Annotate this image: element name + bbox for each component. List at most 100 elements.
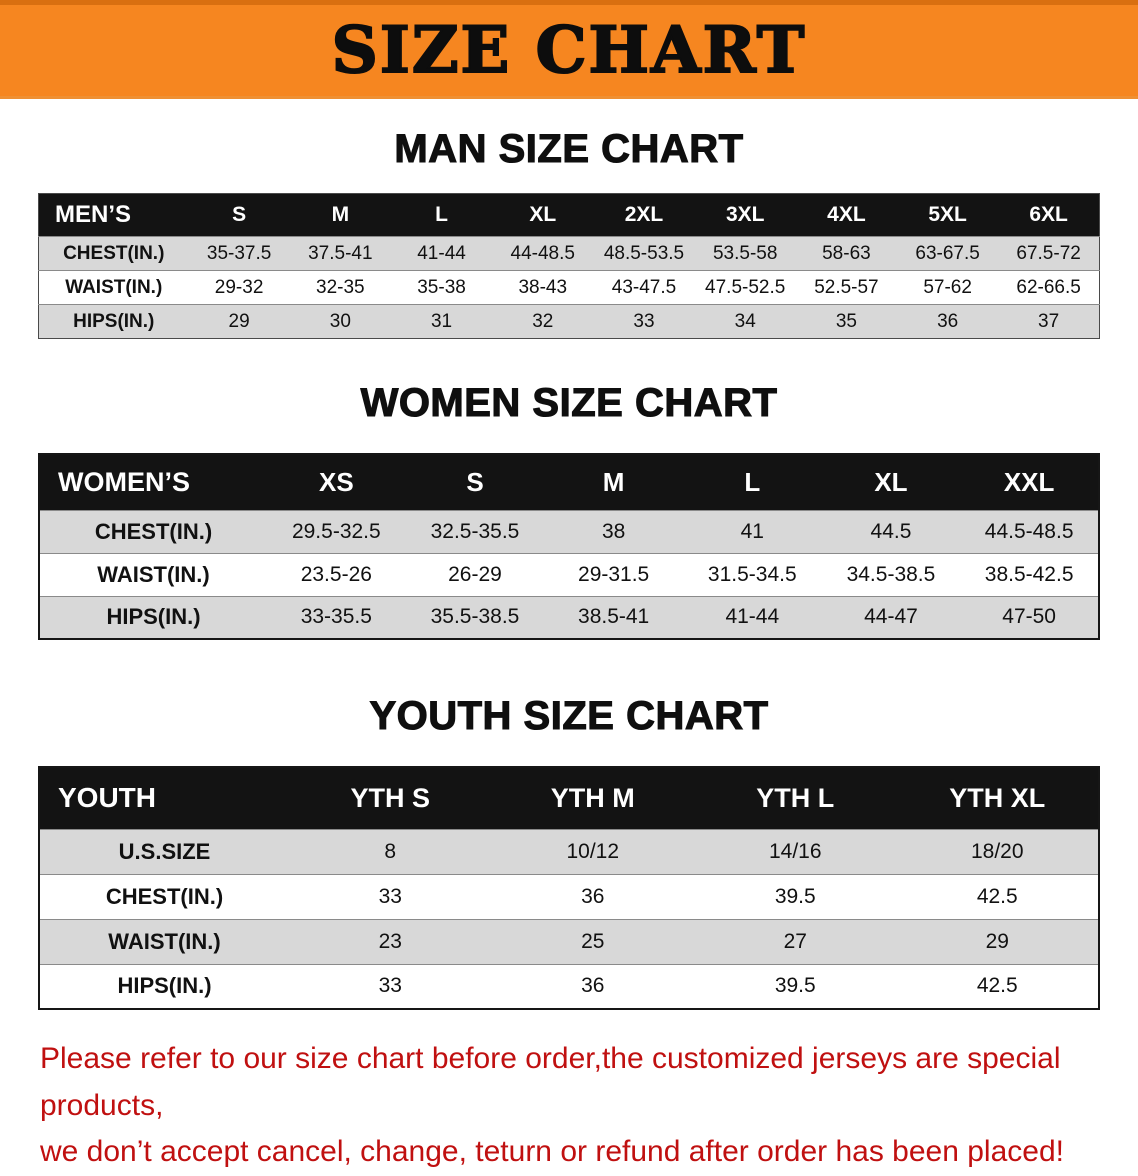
value-cell: 43-47.5 — [593, 270, 695, 305]
size-header-cell: XL — [529, 203, 557, 226]
row-label: CHEST(IN.) — [39, 509, 267, 553]
value-cell: 41-44 — [390, 236, 493, 271]
women-section-heading: WOMEN SIZE CHART — [360, 381, 778, 425]
table-row: HIPS(IN.) 33-35.5 35.5-38.5 38.5-41 41-44 44-… — [39, 595, 1099, 639]
size-chart-banner: SIZE CHART — [0, 0, 1138, 99]
value-cell: 32-35 — [289, 270, 391, 305]
value-cell: 42.5 — [896, 873, 1099, 919]
table-row: U.S.SIZE 8 10/12 14/16 18/20 — [39, 828, 1099, 874]
row-label: CHEST(IN.) — [39, 873, 289, 919]
value-cell: 33 — [289, 963, 492, 1009]
value-cell: 18/20 — [896, 828, 1099, 874]
value-cell: 58-63 — [795, 236, 898, 271]
value-cell: 23.5-26 — [267, 552, 406, 596]
value-cell: 37 — [998, 304, 1100, 339]
value-cell: 37.5-41 — [289, 236, 391, 271]
value-cell: 25 — [491, 918, 694, 964]
men-section-heading: MAN SIZE CHART — [394, 127, 744, 171]
table-title-cell: YOUTH — [58, 782, 156, 814]
value-cell: 31.5-34.5 — [682, 552, 822, 596]
value-cell: 41 — [682, 509, 822, 553]
value-cell: 29 — [188, 304, 290, 339]
row-label: U.S.SIZE — [39, 828, 289, 874]
size-header-cell: YTH XL — [949, 782, 1046, 813]
table-row: CHEST(IN.) 29.5-32.5 32.5-35.5 38 41 44.5 44.5… — [39, 509, 1099, 553]
men-size-table: MEN’S S M L XL 2XL 3XL 4XL 5XL 6XL CHEST(IN.) 35-37… — [38, 193, 1100, 339]
value-cell: 47-50 — [960, 595, 1099, 639]
value-cell: 32 — [492, 304, 594, 339]
value-cell: 33 — [289, 873, 492, 919]
table-row: HIPS(IN.) 29 30 31 32 33 34 35 36 37 — [38, 304, 1100, 339]
value-cell: 26-29 — [405, 552, 545, 596]
value-cell: 10/12 — [491, 828, 694, 874]
section-men: MAN SIZE CHART MEN’S S M L XL 2XL 3XL 4XL 5XL 6XL… — [0, 127, 1138, 339]
value-cell: 23 — [289, 918, 492, 964]
value-cell: 39.5 — [694, 873, 897, 919]
size-header-cell: L — [744, 466, 761, 497]
value-cell: 31 — [390, 304, 493, 339]
size-header-cell: M — [602, 466, 625, 497]
value-cell: 35-37.5 — [188, 236, 290, 271]
value-cell: 34 — [694, 304, 796, 339]
value-cell: 29-32 — [188, 270, 290, 305]
size-header-cell: XXL — [1003, 466, 1055, 497]
value-cell: 36 — [491, 873, 694, 919]
value-cell: 63-67.5 — [897, 236, 999, 271]
size-header-cell: 3XL — [725, 203, 765, 226]
value-cell: 30 — [289, 304, 391, 339]
value-cell: 27 — [694, 918, 897, 964]
value-cell: 36 — [897, 304, 999, 339]
value-cell: 41-44 — [682, 595, 822, 639]
value-cell: 35.5-38.5 — [405, 595, 545, 639]
table-header-row: WOMEN’S XS S M L XL XXL — [39, 454, 1099, 510]
value-cell: 53.5-58 — [694, 236, 796, 271]
row-label: WAIST(IN.) — [38, 270, 189, 305]
value-cell: 39.5 — [694, 963, 897, 1009]
size-header-cell: S — [466, 466, 484, 497]
value-cell: 35 — [795, 304, 898, 339]
row-label: HIPS(IN.) — [39, 963, 289, 1009]
table-row: CHEST(IN.) 33 36 39.5 42.5 — [39, 873, 1099, 919]
value-cell: 33 — [593, 304, 695, 339]
size-header-cell: 4XL — [827, 203, 866, 226]
size-header-cell: 2XL — [624, 203, 664, 226]
table-row: HIPS(IN.) 33 36 39.5 42.5 — [39, 963, 1099, 1009]
size-header-cell: XS — [318, 466, 354, 497]
size-header-cell: YTH L — [756, 782, 835, 813]
page-title: SIZE CHART — [331, 12, 807, 88]
value-cell: 57-62 — [897, 270, 999, 305]
women-size-table: WOMEN’S XS S M L XL XXL CHEST(IN.) 29.5-32.5 32.5… — [38, 453, 1100, 640]
row-label: WAIST(IN.) — [39, 552, 267, 596]
value-cell: 29 — [896, 918, 1099, 964]
value-cell: 67.5-72 — [998, 236, 1100, 271]
value-cell: 34.5-38.5 — [821, 552, 961, 596]
size-header-cell: 6XL — [1029, 203, 1068, 226]
value-cell: 32.5-35.5 — [405, 509, 545, 553]
row-label: WAIST(IN.) — [39, 918, 289, 964]
value-cell: 62-66.5 — [998, 270, 1100, 305]
table-header-row: MEN’S S M L XL 2XL 3XL 4XL 5XL 6XL — [38, 193, 1100, 237]
table-title-cell: MEN’S — [55, 201, 132, 228]
value-cell: 33-35.5 — [267, 595, 406, 639]
size-header-cell: XL — [874, 466, 908, 497]
section-youth: YOUTH SIZE CHART YOUTH YTH S YTH M YTH L YTH… — [0, 694, 1138, 1010]
size-header-cell: YTH M — [550, 782, 635, 813]
value-cell: 42.5 — [896, 963, 1099, 1009]
size-header-cell: 5XL — [928, 203, 967, 226]
value-cell: 38-43 — [492, 270, 594, 305]
table-row: WAIST(IN.) 23.5-26 26-29 29-31.5 31.5-34.5 34… — [39, 552, 1099, 596]
value-cell: 38.5-42.5 — [960, 552, 1099, 596]
table-row: WAIST(IN.) 23 25 27 29 — [39, 918, 1099, 964]
value-cell: 29-31.5 — [544, 552, 683, 596]
table-header-row: YOUTH YTH S YTH M YTH L YTH XL — [39, 767, 1099, 829]
value-cell: 29.5-32.5 — [267, 509, 406, 553]
value-cell: 52.5-57 — [795, 270, 898, 305]
value-cell: 38 — [544, 509, 683, 553]
youth-section-heading: YOUTH SIZE CHART — [369, 694, 769, 738]
table-title-cell: WOMEN’S — [58, 466, 190, 497]
disclaimer-line-2: we don’t accept cancel, change, teturn o… — [40, 1135, 1064, 1168]
row-label: HIPS(IN.) — [38, 304, 189, 339]
value-cell: 47.5-52.5 — [694, 270, 796, 305]
size-header-cell: L — [435, 203, 448, 226]
value-cell: 14/16 — [694, 828, 897, 874]
